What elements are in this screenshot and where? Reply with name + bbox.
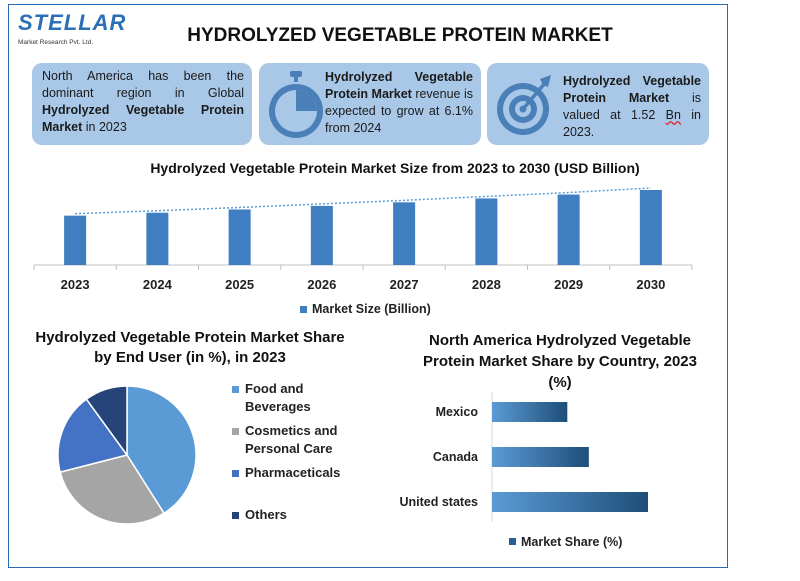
market-size-legend: Market Size (Billion)	[300, 302, 431, 316]
stellar-logo: STELLAR Market Research Pvt. Ltd.	[14, 8, 127, 54]
year-tick-label: 2025	[225, 277, 254, 292]
pie-legend-label: Cosmetics and Personal Care	[245, 423, 338, 456]
market-size-bar	[228, 209, 251, 265]
year-tick-label: 2023	[61, 277, 90, 292]
pie-legend-item: Others	[232, 506, 372, 524]
market-size-legend-swatch	[300, 306, 307, 313]
year-tick-label: 2030	[636, 277, 665, 292]
info-card-valuation: Hydrolyzed Vegetable Protein Market is v…	[487, 63, 709, 145]
country-share-bar	[492, 402, 568, 422]
pie-legend-swatch	[232, 470, 239, 477]
card1-text-a: North America has been the dominant regi…	[42, 69, 244, 100]
pie-slice	[57, 398, 129, 474]
card2-text-b: revenue is expected to grow at 6.1% from…	[325, 87, 473, 135]
market-size-bar	[64, 215, 87, 265]
end-user-pie-chart	[57, 385, 197, 525]
market-size-bar	[475, 198, 498, 265]
year-tick-label: 2024	[143, 277, 173, 292]
pie-legend-item: Cosmetics and Personal Care	[232, 422, 372, 458]
info-card-growth: Hydrolyzed Vegetable Protein Market reve…	[259, 63, 481, 145]
country-tick-label: Mexico	[436, 405, 479, 419]
country-share-chart: Mexico Canada United states Market Share (…	[400, 392, 648, 549]
card1-text-c: in 2023	[82, 120, 127, 134]
pie-slice	[85, 385, 128, 458]
card3-text-c: Bn	[665, 108, 681, 122]
country-share-legend-swatch	[509, 538, 516, 545]
card3-text-a: Hydrolyzed Vegetable Protein Market	[563, 74, 701, 105]
pie-legend-swatch	[232, 386, 239, 393]
pie-legend-swatch	[232, 512, 239, 519]
info-card-region: North America has been the dominant regi…	[32, 63, 252, 145]
pie-legend-item: Food and Beverages	[232, 380, 372, 416]
pie-legend-label: Others	[245, 507, 287, 522]
market-size-bar	[557, 194, 580, 265]
end-user-pie-title: Hydrolyzed Vegetable Protein Market Shar…	[35, 329, 345, 366]
market-size-bar	[146, 212, 169, 265]
year-tick-label: 2027	[390, 277, 419, 292]
pie-slice	[59, 454, 166, 525]
market-size-bar	[310, 205, 333, 265]
country-share-legend: Market Share (%)	[509, 535, 622, 549]
logo-subtitle: Market Research Pvt. Ltd.	[18, 39, 94, 46]
market-size-chart: Hydrolyzed Vegetable Protein Market Size…	[33, 160, 693, 316]
year-tick-label: 2028	[472, 277, 501, 292]
card3-text-b: is valued at 1.52	[563, 91, 701, 122]
country-share-legend-label: Market Share (%)	[521, 535, 622, 549]
country-tick-label: Canada	[433, 450, 479, 464]
pie-legend-label: Food and Beverages	[245, 381, 311, 414]
end-user-pie-legend: Food and Beverages Cosmetics and Personal…	[232, 380, 372, 524]
market-size-bar	[639, 190, 662, 265]
year-tick-label: 2029	[554, 277, 583, 292]
card1-text-b: Hydrolyzed Vegetable Protein Market	[42, 103, 244, 134]
country-share-bar	[492, 492, 648, 512]
page-title: HYDROLYZED VEGETABLE PROTEIN MARKET	[187, 25, 613, 46]
pie-legend-item: Pharmaceticals	[232, 464, 372, 482]
market-size-legend-label: Market Size (Billion)	[312, 302, 431, 316]
logo-word: STELLAR	[18, 10, 127, 35]
target-icon	[497, 75, 551, 135]
stopwatch-icon	[269, 71, 323, 138]
trend-line	[75, 187, 651, 215]
market-size-chart-title: Hydrolyzed Vegetable Protein Market Size…	[150, 160, 639, 176]
card2-text-a: Hydrolyzed Vegetable Protein Market	[325, 70, 473, 101]
country-tick-label: United states	[400, 495, 479, 509]
year-tick-label: 2026	[307, 277, 336, 292]
pie-legend-label: Pharmaceticals	[245, 465, 341, 480]
country-share-title: North America Hydrolyzed Vegetable Prote…	[423, 332, 697, 391]
pie-legend-swatch	[232, 428, 239, 435]
card3-text-d: in 2023.	[563, 108, 701, 139]
market-size-bar	[393, 202, 416, 265]
country-share-bar	[492, 447, 589, 467]
